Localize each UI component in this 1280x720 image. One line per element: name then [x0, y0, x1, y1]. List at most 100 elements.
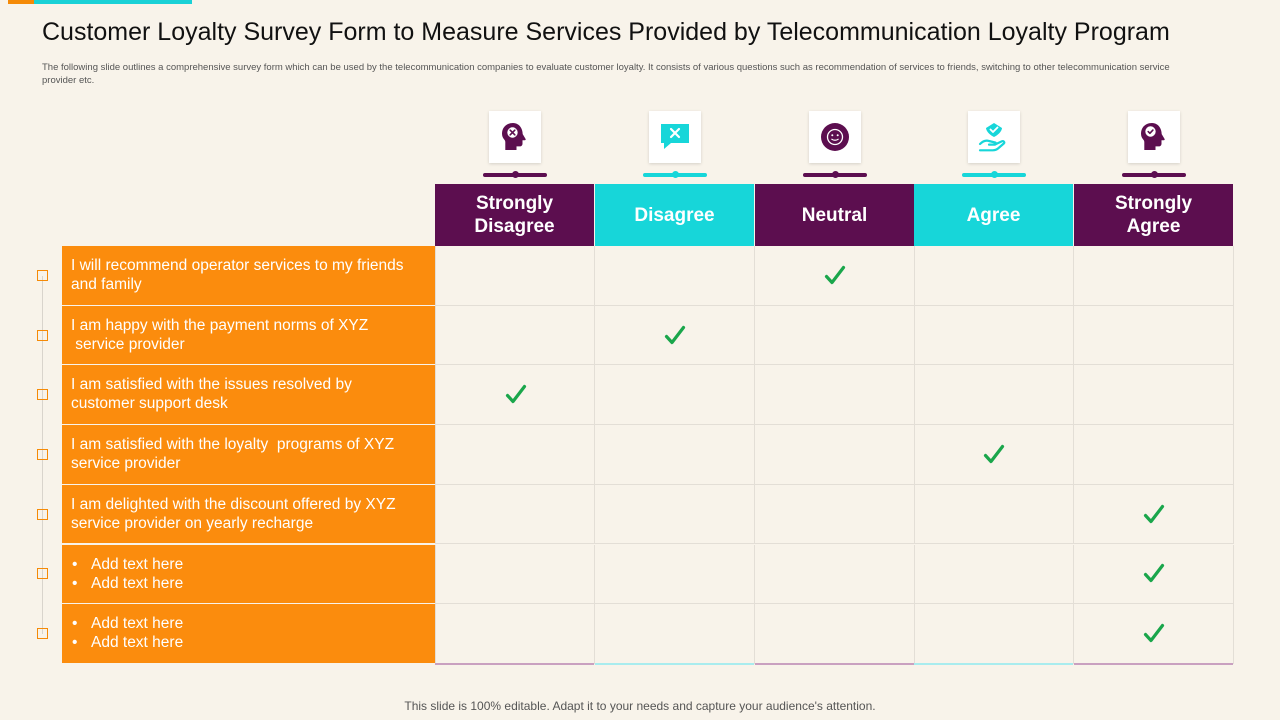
- question-text-line: customer support desk: [71, 395, 228, 413]
- response-cell[interactable]: [595, 305, 755, 366]
- checkmark-icon: [664, 325, 686, 347]
- footer-note: This slide is 100% editable. Adapt it to…: [404, 699, 876, 713]
- response-cell[interactable]: [595, 246, 755, 306]
- column-bottom-line: [435, 663, 594, 665]
- response-cell[interactable]: [914, 604, 1074, 664]
- column-icon-group: [914, 111, 1074, 183]
- head-check-icon: [1128, 111, 1180, 163]
- column-header: Strongly Disagree: [435, 184, 594, 246]
- column-header: Strongly Agree: [1074, 184, 1233, 246]
- neutral-face-icon: [809, 111, 861, 163]
- response-cell[interactable]: [1074, 425, 1234, 485]
- response-cell[interactable]: [595, 544, 755, 605]
- bullet-item: Add text here: [71, 614, 425, 633]
- column-icon-group: [595, 111, 755, 183]
- response-cell[interactable]: [914, 484, 1074, 545]
- accent-bar-cyan: [34, 0, 192, 4]
- response-cell[interactable]: [914, 544, 1074, 605]
- response-cell[interactable]: [435, 246, 595, 306]
- page-title: Customer Loyalty Survey Form to Measure …: [42, 18, 1170, 46]
- column-icon-group: [1074, 111, 1234, 183]
- page-subtitle: The following slide outlines a comprehen…: [42, 62, 1170, 86]
- survey-question: I am delighted with the discount offered…: [62, 484, 435, 545]
- survey-question: Add text hereAdd text here: [62, 604, 435, 664]
- response-cell[interactable]: [1074, 604, 1234, 664]
- response-cell[interactable]: [755, 305, 915, 366]
- response-cell[interactable]: [914, 425, 1074, 485]
- column-header-label: Neutral: [801, 204, 868, 226]
- checkmark-icon: [1143, 504, 1165, 526]
- column-header-label: Strongly: [475, 193, 554, 214]
- response-cell[interactable]: [755, 484, 915, 545]
- response-grid: [435, 246, 1234, 664]
- column-header: Neutral: [755, 184, 914, 246]
- question-text-line: I am satisfied with the issues resolved …: [71, 376, 352, 394]
- response-cell[interactable]: [435, 544, 595, 605]
- response-cell[interactable]: [1074, 305, 1234, 366]
- survey-question: I am satisfied with the loyalty programs…: [62, 425, 435, 485]
- question-text-line: I am happy with the payment norms of XYZ: [71, 316, 369, 334]
- column-header: Disagree: [595, 184, 754, 246]
- column-icon-group: [755, 111, 915, 183]
- question-text-line: service provider: [71, 335, 185, 353]
- row-checkbox[interactable]: [37, 329, 48, 341]
- response-cell[interactable]: [1074, 246, 1234, 306]
- question-text-line: I am satisfied with the loyalty programs…: [71, 436, 395, 454]
- row-checkbox[interactable]: [37, 628, 48, 640]
- response-cell[interactable]: [1074, 484, 1234, 545]
- survey-question: I am satisfied with the issues resolved …: [62, 365, 435, 426]
- icon-stand-dot: [832, 171, 839, 178]
- checkmark-icon: [1143, 623, 1165, 645]
- hand-heart-check-icon: [968, 111, 1020, 163]
- response-cell[interactable]: [595, 425, 755, 485]
- row-checkbox[interactable]: [37, 448, 48, 460]
- response-cell[interactable]: [435, 484, 595, 545]
- response-cell[interactable]: [595, 484, 755, 545]
- response-cell[interactable]: [914, 365, 1074, 426]
- head-x-icon: [489, 111, 541, 163]
- column-header: Agree: [914, 184, 1073, 246]
- row-checkbox[interactable]: [37, 508, 48, 520]
- column-bottom-line: [595, 663, 754, 665]
- checkmark-icon: [1143, 563, 1165, 585]
- response-cell[interactable]: [755, 544, 915, 605]
- response-cell[interactable]: [595, 604, 755, 664]
- response-cell[interactable]: [435, 365, 595, 426]
- question-text-line: service provider: [71, 455, 181, 473]
- survey-question: Add text hereAdd text here: [62, 544, 435, 605]
- checkmark-icon: [505, 384, 527, 406]
- response-cell[interactable]: [755, 604, 915, 664]
- column-header-label: Strongly: [1114, 193, 1193, 214]
- column-bottom-line: [914, 663, 1073, 665]
- response-cell[interactable]: [435, 425, 595, 485]
- response-cell[interactable]: [755, 425, 915, 485]
- response-cell[interactable]: [755, 246, 915, 306]
- row-checkbox[interactable]: [37, 568, 48, 580]
- column-header-label: Disagree: [634, 204, 715, 226]
- row-checkbox[interactable]: [37, 389, 48, 401]
- response-cell[interactable]: [1074, 365, 1234, 426]
- bullet-item: Add text here: [71, 574, 425, 593]
- column-header-label: Agree: [966, 204, 1021, 226]
- bullet-item: Add text here: [71, 633, 425, 652]
- row-checkbox[interactable]: [37, 269, 48, 281]
- response-cell[interactable]: [914, 305, 1074, 366]
- column-bottom-line: [755, 663, 914, 665]
- icon-stand-dot: [512, 171, 519, 178]
- column-header-label: Agree: [1126, 216, 1181, 237]
- survey-question: I am happy with the payment norms of XYZ…: [62, 305, 435, 366]
- icon-stand-dot: [672, 171, 679, 178]
- icon-stand-dot: [1151, 171, 1158, 178]
- column-bottom-line: [1074, 663, 1233, 665]
- response-cell[interactable]: [914, 246, 1074, 306]
- response-cell[interactable]: [595, 365, 755, 426]
- response-cell[interactable]: [1074, 544, 1234, 605]
- accent-bar-orange: [8, 0, 34, 4]
- question-text-line: service provider on yearly recharge: [71, 514, 314, 532]
- response-cell[interactable]: [755, 365, 915, 426]
- checkbox-connector-line: [42, 275, 43, 635]
- question-text-line: I will recommend operator services to my…: [71, 257, 404, 274]
- response-cell[interactable]: [435, 305, 595, 366]
- response-cell[interactable]: [435, 604, 595, 664]
- speech-bubble-x-icon: [649, 111, 701, 163]
